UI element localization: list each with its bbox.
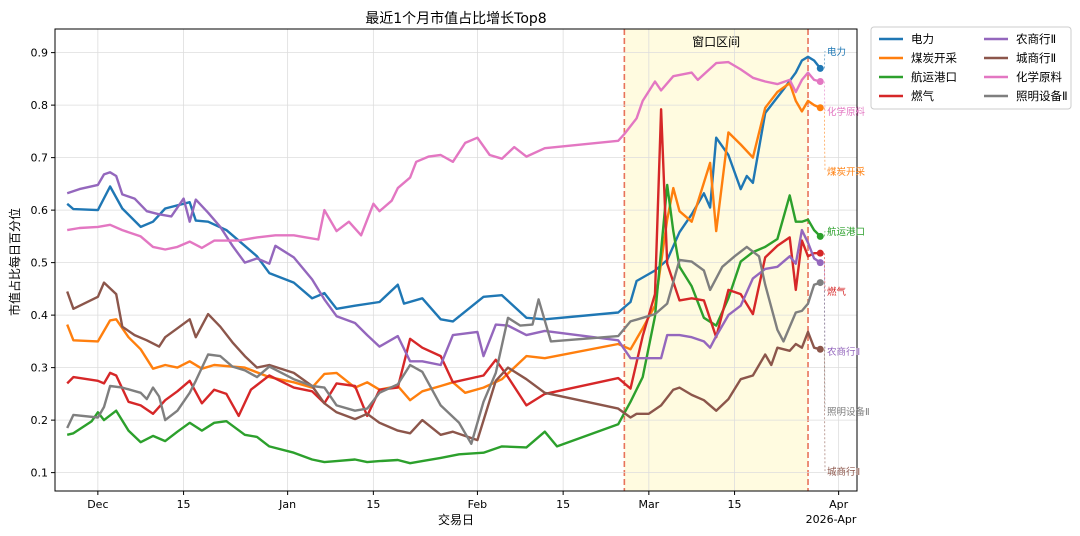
series-end-label: 航运港口 <box>827 226 865 238</box>
series-line <box>66 60 821 251</box>
x-tick-label: Mar <box>638 498 659 511</box>
label-leader <box>823 50 826 69</box>
series-line <box>66 55 822 323</box>
legend-label: 煤炭开采 <box>911 51 957 65</box>
axes: 0.1 0.2 0.3 0.4 0.5 0.6 0.7 0.8 0.9 Dec 15 Jan 15 Feb… <box>31 28 858 526</box>
series-end-label: 煤炭开采 <box>827 166 866 178</box>
series-end-point <box>816 259 824 267</box>
series-end-label: 农商行Ⅱ <box>827 346 860 358</box>
label-leader <box>823 81 826 112</box>
x-tick-label: 15 <box>177 498 191 511</box>
window-shade <box>624 29 809 491</box>
x-tick-label: 15 <box>728 498 742 511</box>
chart-title: 最近1个月市值占比增长Top8 <box>365 10 546 27</box>
y-tick-label: 0.7 <box>31 152 49 165</box>
legend-label: 农商行Ⅱ <box>1016 32 1056 46</box>
series-line <box>66 245 821 445</box>
x-axis-label: 交易日 <box>438 512 474 527</box>
plot-frame <box>54 28 858 492</box>
series-end-label: 电力 <box>827 46 846 58</box>
window-region: 窗口区间 <box>623 29 809 491</box>
x-tick-label: Apr <box>829 498 849 511</box>
legend-box <box>870 26 1072 110</box>
legend-label: 照明设备Ⅱ <box>1016 89 1068 103</box>
x-tick-label: Jan <box>278 498 296 511</box>
series-end-point <box>816 78 824 85</box>
series-line <box>66 108 821 418</box>
series-line <box>66 281 821 442</box>
label-leader <box>823 230 826 237</box>
x-tick-label: 15 <box>556 498 570 511</box>
series-end-point <box>816 232 824 240</box>
y-tick-label: 0.8 <box>31 99 49 112</box>
legend-label: 电力 <box>911 32 934 46</box>
y-tick-label: 0.1 <box>31 467 49 480</box>
legend-label: 化学原料 <box>1016 70 1062 84</box>
series-end-point <box>816 345 824 353</box>
y-axis-label: 市值占比每日百分位 <box>7 208 22 316</box>
label-leader <box>823 349 826 472</box>
series-end-point <box>816 64 824 72</box>
y-tick-label: 0.3 <box>31 362 49 375</box>
legend-label: 城商行Ⅱ <box>1016 51 1056 65</box>
series-end-label: 化学原料 <box>827 106 866 118</box>
series-end-label: 燃气 <box>827 286 847 298</box>
y-tick-label: 0.2 <box>31 414 49 427</box>
series-end-label: 照明设备Ⅱ <box>827 406 870 418</box>
x-tick-label: Dec <box>87 498 108 511</box>
label-leader <box>823 282 826 412</box>
x-offset-label: 2026-Apr <box>806 513 857 526</box>
series-line <box>66 171 821 367</box>
legend-label: 燃气 <box>911 89 934 103</box>
series-end-point <box>816 249 824 257</box>
label-leader <box>823 107 826 172</box>
series-end-point <box>816 279 824 287</box>
series-end-point <box>816 104 824 112</box>
series-end-label: 城商行Ⅱ <box>827 466 860 478</box>
window-label: 窗口区间 <box>692 35 740 49</box>
series-line <box>66 81 821 402</box>
series-lines <box>66 55 824 465</box>
x-tick-label: 15 <box>366 498 380 511</box>
legend-label: 航运港口 <box>911 70 957 84</box>
y-tick-label: 0.6 <box>31 204 49 217</box>
series-line <box>66 183 822 465</box>
y-tick-label: 0.4 <box>31 309 49 322</box>
x-tick-label: Feb <box>468 498 487 511</box>
y-tick-label: 0.9 <box>31 47 49 60</box>
y-tick-label: 0.5 <box>31 257 49 270</box>
